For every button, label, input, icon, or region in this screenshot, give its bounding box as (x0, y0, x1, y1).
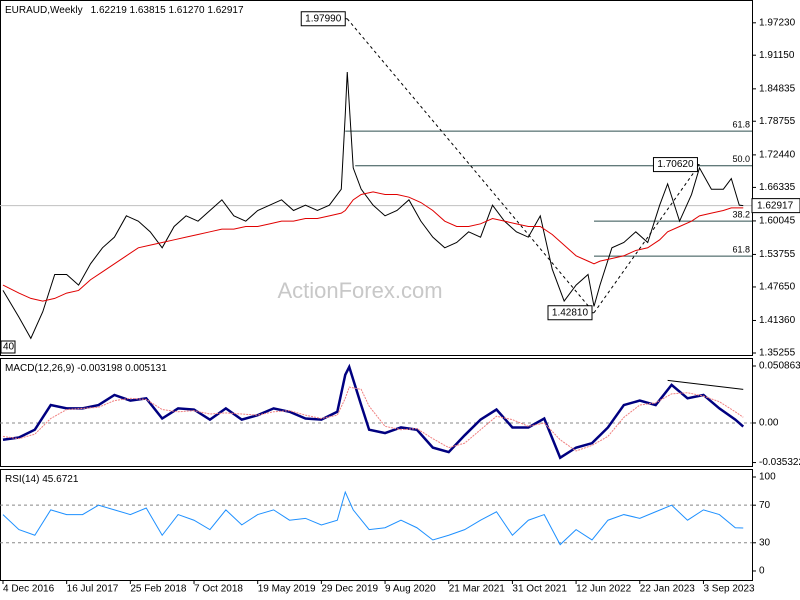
trendline (593, 164, 700, 314)
y-tick-label: 1.91150 (759, 50, 795, 61)
x-tick-label: 31 Oct 2021 (512, 584, 567, 595)
pane-title: RSI(14) 45.6721 (5, 474, 79, 485)
x-tick-label: 22 Jan 2023 (640, 584, 695, 595)
level-label: 61.8 (732, 245, 750, 255)
y-tick-label: 1.47650 (759, 282, 796, 293)
subtitle: 1.62219 1.63815 1.61270 1.62917 (91, 5, 244, 16)
watermark: ActionForex.com (277, 278, 442, 303)
trendline (667, 379, 744, 390)
y-tick-label: 1.66335 (759, 182, 796, 193)
level-label: 50.0 (732, 154, 750, 164)
last-price-box (751, 198, 800, 214)
x-tick-label: 25 Feb 2018 (130, 584, 187, 595)
y-tick-label: 70 (759, 500, 771, 511)
x-tick-label: 16 Jul 2017 (67, 584, 119, 595)
point-label: 1.42810 (552, 307, 589, 318)
y-tick-label: 1.72440 (759, 150, 796, 161)
pane-border (0, 358, 753, 467)
last-price-label: 1.62917 (757, 200, 794, 211)
point-label: 1.70620 (657, 159, 694, 170)
level-label: 61.8 (732, 119, 750, 129)
series-line (2, 71, 744, 340)
title: MACD(12,26,9) -0.003198 0.005131 (5, 363, 167, 374)
y-tick-label: -0.035322 (759, 457, 800, 468)
series-line (2, 386, 744, 452)
y-tick-label: 0 (759, 566, 765, 577)
pane-border (0, 469, 753, 581)
y-tick-label: 1.53755 (759, 249, 796, 260)
point-label: 1.97990 (305, 13, 342, 24)
series-line (2, 363, 745, 460)
y-tick-label: 1.78755 (759, 116, 796, 127)
x-tick-label: 3 Sep 2023 (703, 584, 755, 595)
y-tick-label: 1.84835 (759, 83, 796, 94)
level-label: 38.2 (732, 210, 750, 220)
x-tick-label: 29 Dec 2019 (321, 584, 378, 595)
y-tick-label: 0.00 (759, 418, 779, 429)
pane-title: EURAUD,Weekly 1.62219 1.63815 1.61270 1.6… (5, 5, 244, 16)
x-tick-label: 7 Oct 2018 (194, 584, 243, 595)
title: EURAUD,Weekly (5, 5, 83, 16)
y-tick-label: 1.97230 (759, 17, 796, 28)
corner-label: 40 (3, 342, 15, 353)
y-tick-label: 1.35255 (759, 348, 796, 359)
trendline (346, 18, 595, 314)
y-tick-label: 1.60045 (759, 216, 796, 227)
y-tick-label: 30 (759, 537, 771, 548)
pane-border (0, 0, 753, 356)
x-tick-label: 9 Aug 2020 (385, 584, 436, 595)
y-tick-label: 100 (759, 472, 776, 483)
series-line (2, 191, 744, 302)
pane-title: MACD(12,26,9) -0.003198 0.005131 (5, 363, 167, 374)
x-tick-label: 4 Dec 2016 (3, 584, 55, 595)
title: RSI(14) 45.6721 (5, 474, 79, 485)
y-tick-label: 1.41360 (759, 315, 796, 326)
x-tick-label: 21 Mar 2021 (449, 584, 506, 595)
corner-label-box (0, 340, 16, 354)
x-tick-label: 12 Jun 2022 (576, 584, 631, 595)
y-tick-label: 0.050863 (759, 361, 800, 372)
x-tick-label: 19 May 2019 (258, 584, 316, 595)
series-line (2, 490, 744, 546)
